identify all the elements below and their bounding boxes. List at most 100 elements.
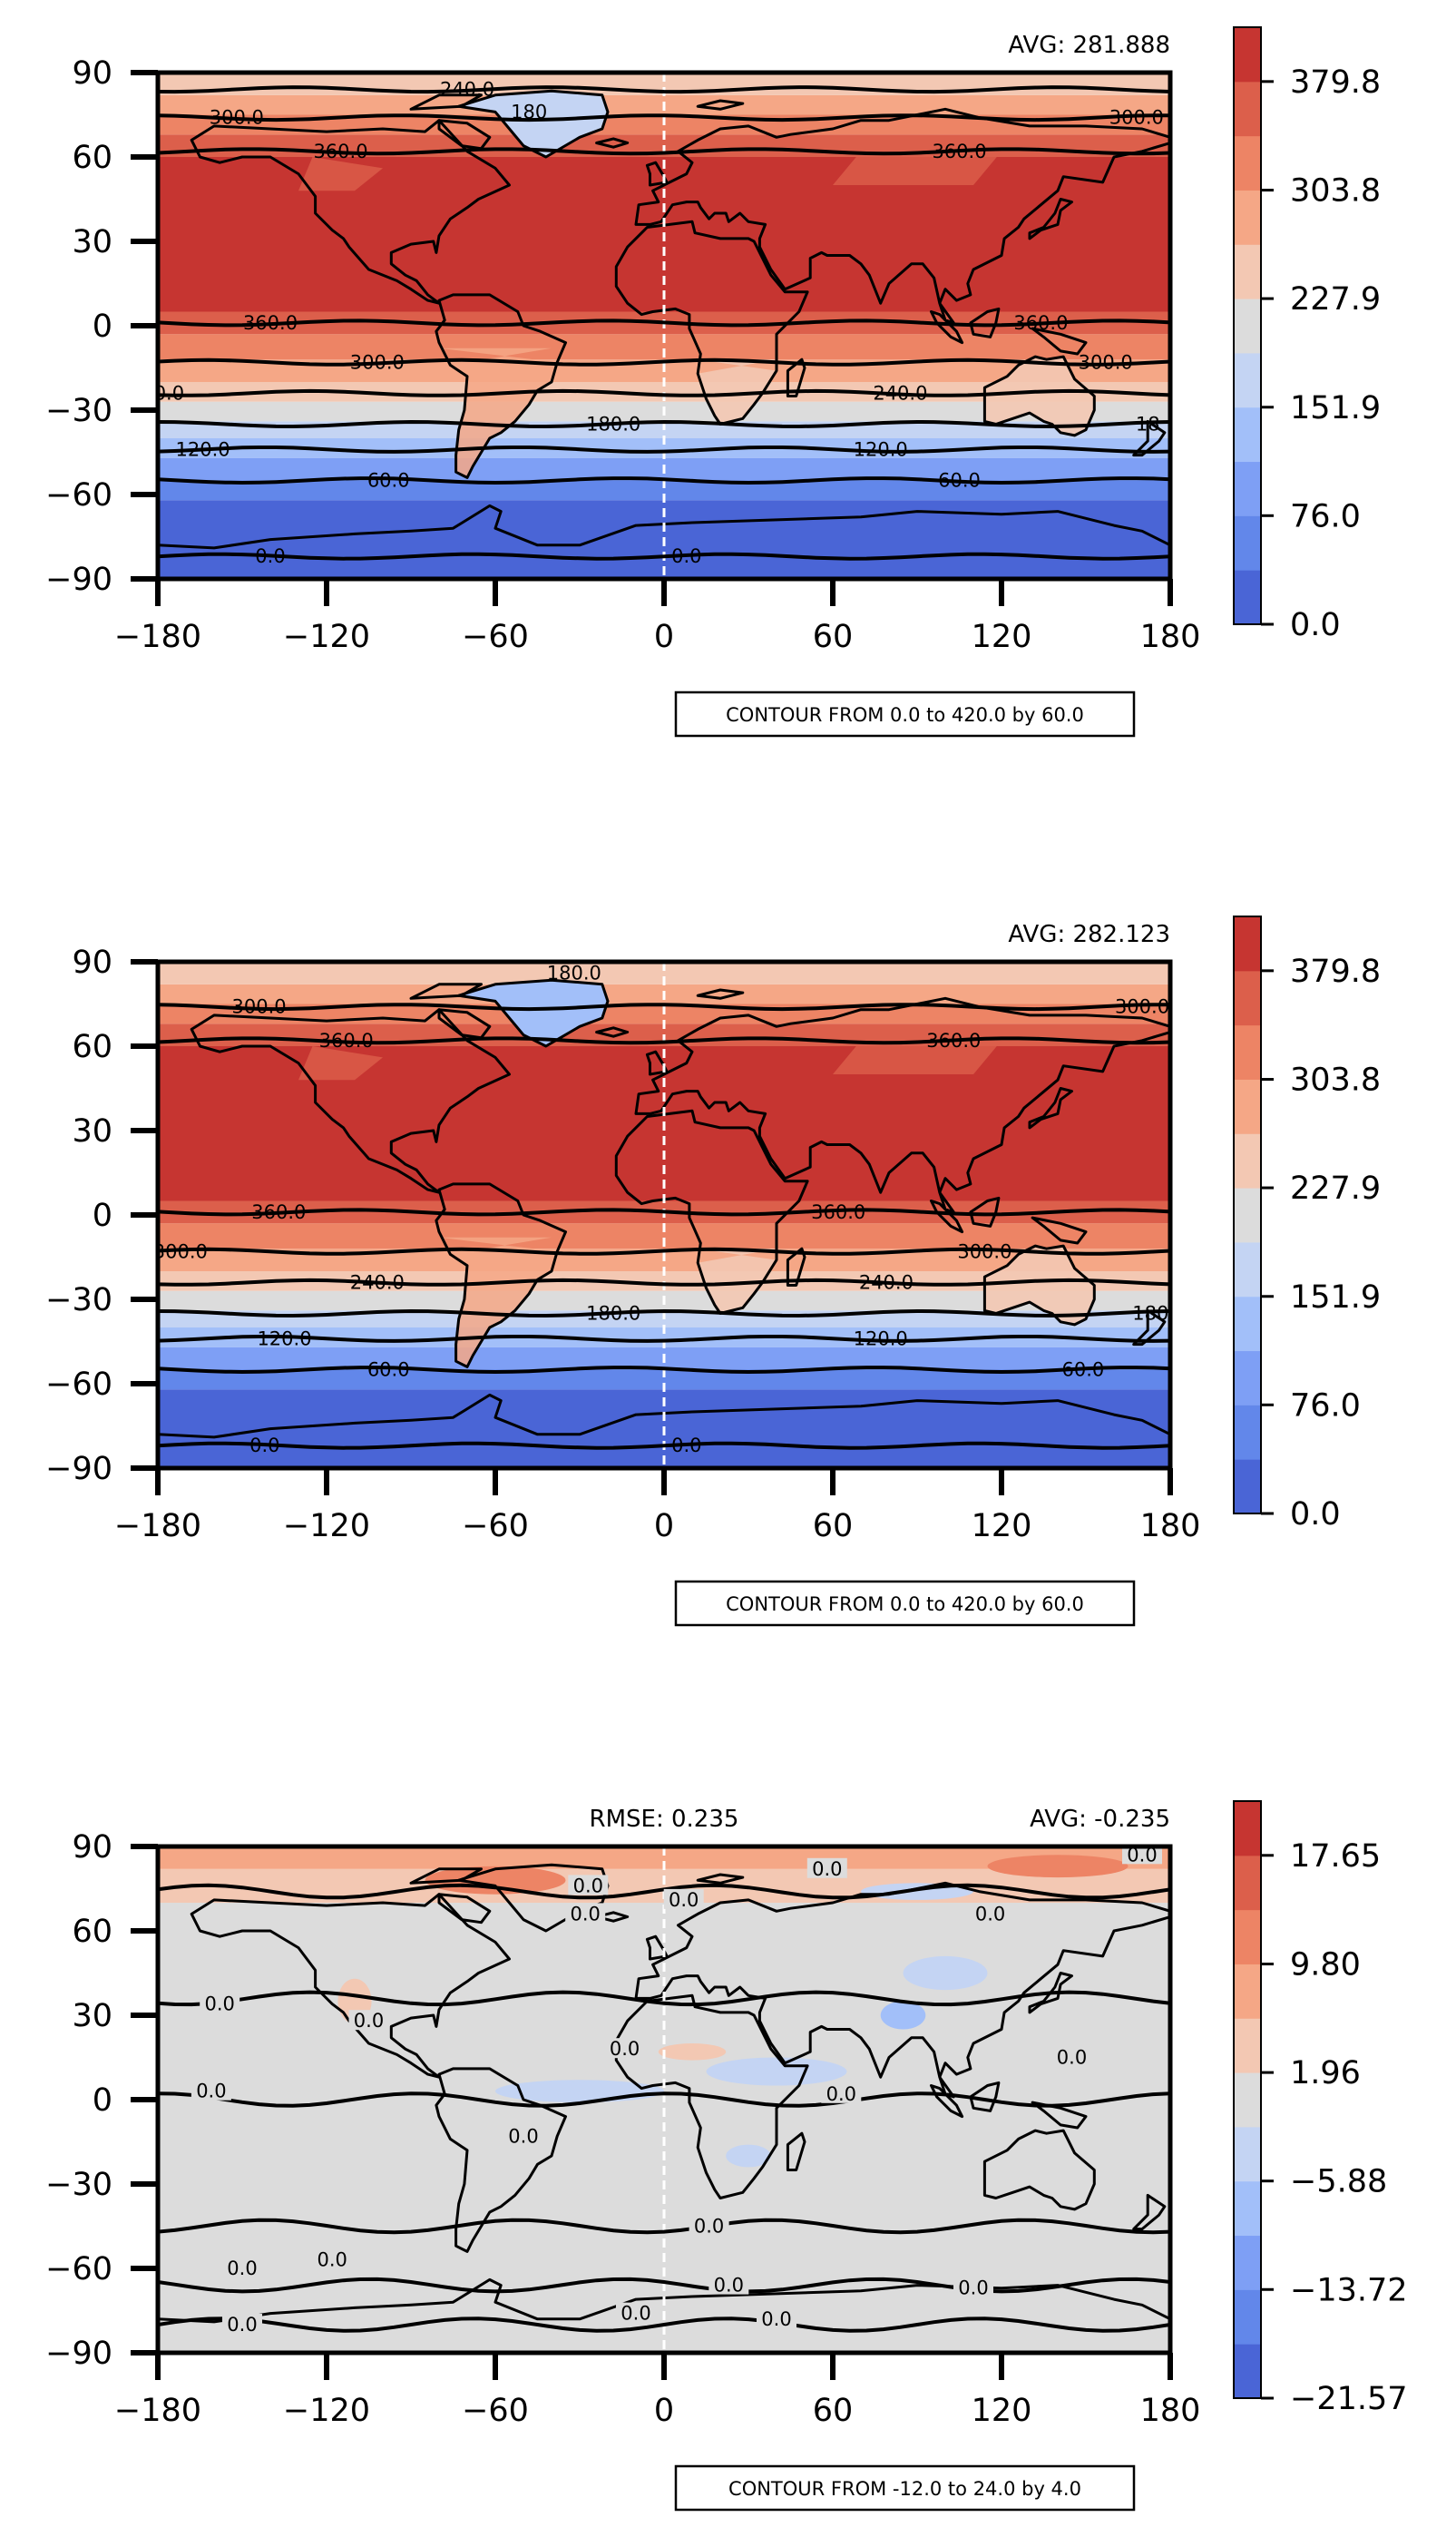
colorbar-segment (1234, 1801, 1261, 1856)
contour-line (158, 419, 1170, 429)
colorbar-tick-label: −13.72 (1290, 2272, 1408, 2308)
contour-label: 0.0 (761, 2308, 791, 2330)
contour-note: CONTOUR FROM -12.0 to 24.0 by 4.0 (728, 2478, 1081, 2500)
colorbar-segment (1234, 244, 1261, 299)
x-tick-label: 60 (813, 2393, 854, 2429)
contour-label: 60.0 (367, 470, 410, 492)
colorbar-segment (1234, 2072, 1261, 2128)
colorbar-segment (1234, 1241, 1261, 1298)
contour-label-bg (663, 1888, 704, 1909)
y-tick-label: −90 (45, 562, 112, 598)
contour-label: 0.0 (975, 1903, 1005, 1925)
colorbar-tick-label: 1.96 (1290, 2055, 1361, 2091)
coastline-iceland (595, 137, 630, 149)
contour-line (158, 358, 1170, 367)
contour-label: 300.0 (957, 1240, 1011, 1262)
contour-label: 300.0 (232, 996, 287, 1018)
contour-label: 240.0 (859, 1271, 914, 1293)
colorbar-tick-label: 0.0 (1290, 1496, 1341, 1533)
contour-label: 180.0 (586, 1303, 640, 1325)
contour-label-bg (708, 2274, 749, 2295)
contour-line (158, 318, 1170, 328)
contour-label: 0.0 (694, 2216, 724, 2238)
coastline-madagascar (786, 2131, 806, 2171)
coastline-southAmerica (435, 2067, 567, 2253)
contour-label: 180 (1132, 1303, 1168, 1325)
coastline-australia (982, 355, 1096, 437)
coastline-iceland (595, 1911, 630, 1923)
colorbar-segment (1234, 916, 1261, 972)
coastline-svalbard (696, 1873, 745, 1885)
contour-label: 120.0 (854, 438, 908, 460)
contour-label: 0.0 (812, 1858, 842, 1880)
coastline-newZealand (1132, 419, 1167, 457)
contour-line (158, 1441, 1170, 1450)
colorbar-tick-label: 227.9 (1290, 1170, 1381, 1207)
contour-label: 60.0 (938, 470, 981, 492)
contour-line (158, 2277, 1170, 2294)
coastline-antarctica (158, 504, 1170, 550)
contour-label-bg (191, 2080, 231, 2101)
coastline-africa (614, 1993, 809, 2199)
contour-label: 120.0 (257, 1327, 311, 1349)
x-tick-label: −180 (114, 2393, 201, 2429)
coastline-eurasia (634, 1881, 1170, 2099)
contour-label: 0.0 (671, 1435, 701, 1456)
x-tick-label: 180 (1140, 2393, 1201, 2429)
contour-label: 0.0 (227, 2314, 257, 2336)
contour-label: 0.0 (1127, 1844, 1157, 1866)
y-tick-label: 0 (93, 1198, 112, 1234)
y-tick-label: −30 (45, 1282, 112, 1318)
contour-label: 0.0 (573, 1875, 603, 1896)
contour-label-bg (1122, 1846, 1162, 1865)
coastline-borneo (969, 2081, 1001, 2112)
contour-label: 300.0 (1079, 351, 1133, 373)
x-tick-label: 0 (654, 1508, 674, 1544)
x-tick-label: −120 (283, 619, 370, 655)
anomaly-patch (726, 2144, 771, 2168)
colorbar-segment (1234, 27, 1261, 83)
coastline-ellesmere (409, 1867, 483, 1885)
y-tick-label: −90 (45, 1451, 112, 1487)
colorbar-frame (1233, 26, 1262, 625)
plot-area: 0.0 0.0 0.0 0.0 0.0 0.0 0.0 0.0 0.0 0.0 0.0 0.0 0.0 0… (158, 1844, 1170, 2353)
contour-line (158, 1278, 1170, 1287)
contour-line (158, 388, 1170, 397)
contour-line (158, 1003, 1170, 1012)
coastline-newZealand (1132, 1308, 1167, 1347)
land-shading (439, 1237, 558, 1367)
contour-label: 0.0 (317, 2249, 347, 2271)
colorbar-segment (1234, 299, 1261, 354)
contour-label: 300.0 (153, 1240, 208, 1262)
colorbar-segment (1234, 352, 1261, 408)
coastline-japan (1028, 198, 1073, 240)
contour-line (158, 2316, 1170, 2333)
contour-label-bg (757, 2307, 796, 2328)
coastline-newGuinea (1031, 1216, 1088, 1245)
colorbar-tick-label: 151.9 (1290, 390, 1381, 426)
contour-label: 0.0 (255, 545, 285, 567)
contour-label-bg (200, 1993, 240, 2013)
contour-label: 300.0 (350, 351, 405, 373)
colorbar-tick-label: 227.9 (1290, 281, 1381, 318)
colorbar-segment (1234, 1964, 1261, 2019)
colorbar-segment (1234, 2126, 1261, 2182)
contour-label: 360.0 (313, 141, 367, 162)
coastline-japan (1028, 1087, 1073, 1130)
contour-label: 300.0 (1115, 996, 1169, 1018)
contour-line (158, 1208, 1170, 1217)
coastline-southAmerica (435, 1182, 567, 1368)
contour-line (158, 147, 1170, 156)
chart-panel-middle: 0.0 0.0 60.0 60.0 120.0 120.0 180.0 180 240.0 240… (45, 916, 1381, 1627)
contour-label-bg (503, 2125, 543, 2146)
colorbar-frame (1233, 916, 1262, 1514)
y-tick-label: 0 (93, 309, 112, 345)
x-tick-label: 180 (1140, 1508, 1201, 1544)
avg-title: AVG: 282.123 (1008, 921, 1170, 948)
contour-line (158, 446, 1170, 454)
colorbar-segment (1234, 2289, 1261, 2345)
x-tick-label: 120 (972, 1508, 1032, 1544)
land-shading (439, 348, 558, 478)
greenland-ice (458, 91, 608, 157)
